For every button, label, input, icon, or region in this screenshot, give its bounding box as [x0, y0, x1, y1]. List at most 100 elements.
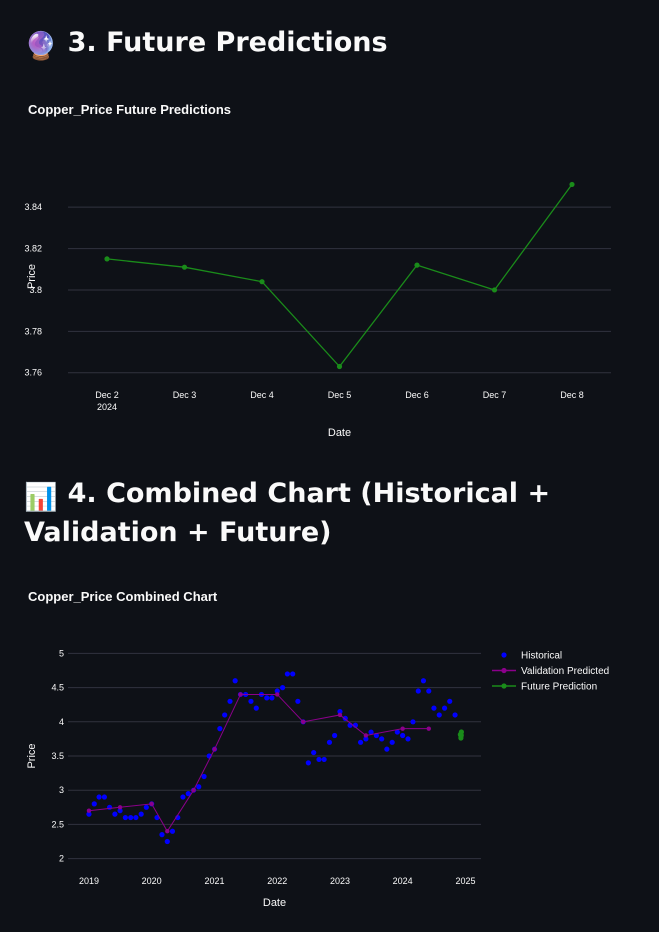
historical-point[interactable] [311, 749, 317, 756]
validation-point[interactable] [363, 733, 369, 738]
x-tick-label: Dec 5 [328, 390, 352, 400]
historical-point[interactable] [185, 791, 191, 797]
historical-point[interactable] [279, 685, 286, 691]
historical-point[interactable] [379, 736, 385, 742]
historical-point[interactable] [384, 746, 390, 752]
historical-point[interactable] [389, 739, 395, 745]
y-tick-label: 3.5 [51, 751, 64, 761]
validation-point[interactable] [275, 692, 280, 697]
historical-point[interactable] [101, 794, 108, 800]
historical-point[interactable] [441, 705, 448, 711]
historical-point[interactable] [248, 698, 254, 704]
historical-point[interactable] [363, 736, 369, 742]
historical-point[interactable] [201, 773, 207, 780]
x-tick-label: 2020 [142, 876, 162, 886]
combined-chart-title: Copper_Price Combined Chart [28, 589, 218, 604]
historical-point[interactable] [86, 811, 92, 817]
future-predictions-chart[interactable]: 3.76 3.78 3.8 3.82 3.84 Dec 2 2024 Dec 3 Dec 4 De… [0, 120, 659, 440]
y-tick-label: 5 [59, 648, 64, 658]
validation-point[interactable] [238, 692, 243, 697]
historical-point[interactable] [91, 801, 97, 807]
legend-label: Future Prediction [521, 682, 597, 693]
historical-point[interactable] [337, 708, 343, 715]
validation-point[interactable] [165, 829, 170, 834]
validation-point[interactable] [149, 801, 154, 807]
historical-point[interactable] [264, 695, 270, 701]
legend-label: Validation Predicted [521, 666, 609, 677]
historical-point[interactable] [222, 712, 228, 718]
data-point[interactable] [336, 363, 343, 370]
validation-point[interactable] [300, 719, 306, 725]
historical-point[interactable] [232, 678, 238, 684]
historical-point[interactable] [96, 794, 102, 800]
combined-chart[interactable]: 2 2.5 3 3.5 4 4.5 5 2019 2020 2021 2022 2023 2024 202… [0, 610, 659, 920]
historical-point[interactable] [295, 698, 301, 704]
y-tick-label: 3.82 [24, 244, 42, 254]
y-tick-label: 2.5 [51, 819, 64, 829]
validation-point[interactable] [212, 746, 217, 752]
historical-point[interactable] [196, 784, 202, 790]
historical-point[interactable] [415, 688, 421, 694]
historical-point[interactable] [452, 712, 458, 718]
y-tick-label: 4.5 [51, 683, 64, 693]
y-tick-label: 3 [59, 785, 64, 795]
historical-point[interactable] [321, 756, 327, 763]
historical-point[interactable] [138, 811, 144, 817]
historical-point[interactable] [436, 712, 442, 718]
historical-point[interactable] [284, 671, 290, 677]
data-point[interactable] [569, 181, 575, 188]
historical-point[interactable] [332, 732, 338, 739]
historical-point[interactable] [316, 756, 322, 763]
section-title-text: 3. Future Predictions [67, 27, 388, 58]
historical-point[interactable] [426, 688, 432, 694]
historical-point[interactable] [368, 729, 374, 735]
validation-point[interactable] [191, 787, 196, 793]
historical-point[interactable] [227, 698, 233, 704]
historical-point[interactable] [269, 695, 275, 701]
historical-point[interactable] [133, 814, 139, 821]
y-tick-label: 3.8 [29, 285, 42, 295]
historical-point[interactable] [128, 814, 134, 821]
data-point[interactable] [181, 264, 188, 270]
historical-point[interactable] [117, 808, 123, 814]
validation-point[interactable] [426, 726, 431, 731]
historical-point[interactable] [143, 804, 149, 810]
validation-point[interactable] [400, 726, 405, 731]
validation-point[interactable] [337, 712, 343, 718]
historical-point[interactable] [420, 678, 427, 684]
x-tick-label: Dec 7 [483, 390, 507, 400]
historical-point[interactable] [253, 705, 259, 711]
historical-point[interactable] [159, 832, 165, 838]
data-point[interactable] [104, 256, 110, 262]
historical-point[interactable] [394, 729, 400, 735]
historical-point[interactable] [410, 719, 416, 725]
data-point[interactable] [259, 279, 265, 285]
historical-point[interactable] [274, 688, 280, 694]
x-tick-label: 2025 [456, 876, 476, 886]
historical-point[interactable] [326, 739, 333, 745]
validation-point[interactable] [86, 808, 92, 813]
historical-point[interactable] [447, 698, 453, 704]
historical-point[interactable] [169, 828, 176, 834]
historical-point[interactable] [164, 838, 170, 845]
x-tick-label: Dec 3 [173, 390, 197, 400]
historical-point[interactable] [122, 814, 128, 821]
historical-point[interactable] [405, 736, 411, 742]
historical-point[interactable] [431, 705, 437, 711]
legend-item[interactable]: Future Prediction [492, 682, 597, 693]
validation-point[interactable] [117, 805, 123, 810]
historical-point[interactable] [305, 760, 311, 766]
historical-point[interactable] [180, 794, 186, 800]
legend-item[interactable]: Validation Predicted [492, 666, 609, 677]
future-point[interactable] [458, 729, 465, 735]
data-point[interactable] [414, 262, 420, 268]
historical-point[interactable] [112, 811, 118, 817]
legend-item[interactable]: Historical [501, 651, 562, 662]
historical-point[interactable] [400, 732, 406, 739]
x-tick-label: 2024 [97, 402, 117, 412]
historical-point[interactable] [217, 726, 223, 732]
historical-point[interactable] [290, 671, 296, 677]
section-title-future-predictions: 🔮 3. Future Predictions [24, 25, 388, 64]
historical-point[interactable] [357, 739, 364, 745]
data-point[interactable] [491, 287, 498, 293]
